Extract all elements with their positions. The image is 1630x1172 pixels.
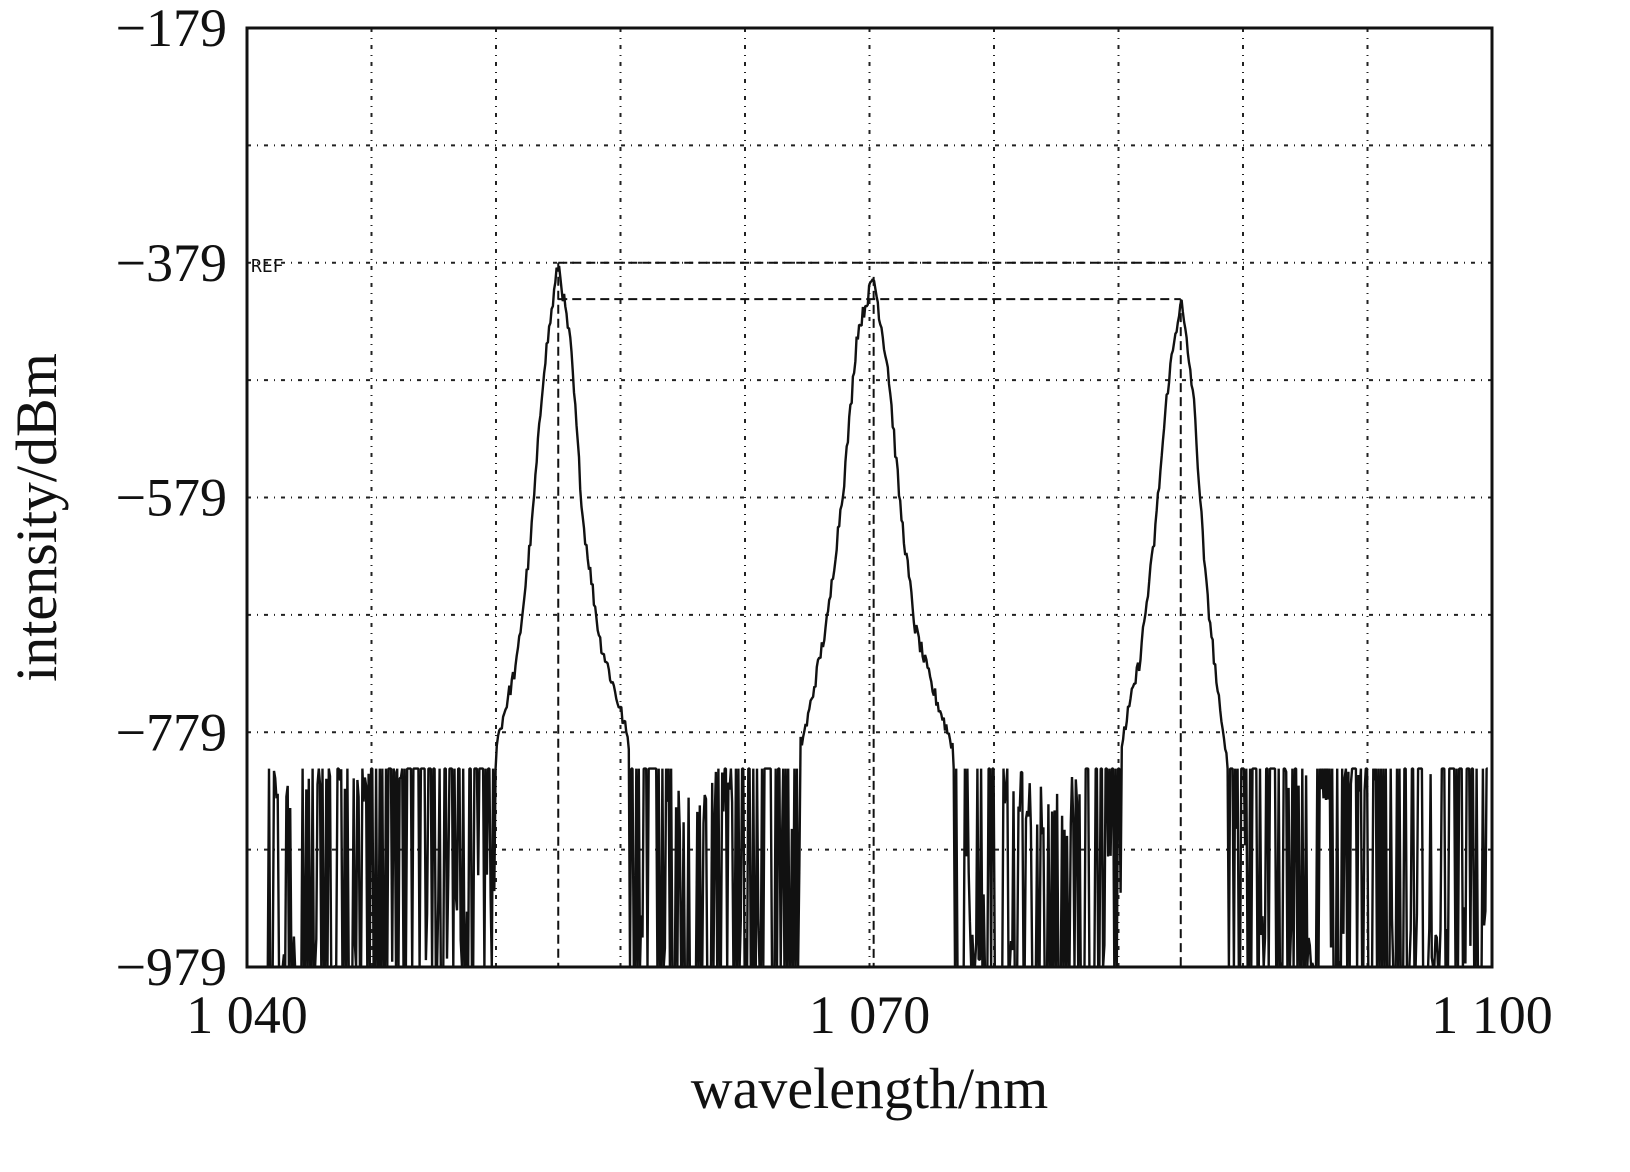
grid-lines [247,28,1492,967]
y-tick-labels: −179 −379 −579 −779 −979 [116,0,227,997]
x-tick-labels: 1 040 1 070 1 100 [186,985,1553,1045]
plot-frame [245,26,1494,969]
x-tick-label: 1 100 [1431,985,1553,1045]
y-tick-label: −179 [116,0,227,58]
spectrum-trace [266,265,1488,969]
x-tick-label: 1 040 [186,985,308,1045]
spectrum-trace-line [266,265,1488,969]
y-tick-label: −379 [116,233,227,293]
peak-markers [557,261,1182,967]
y-tick-label: −779 [116,702,227,762]
reference-level-label: REF [251,256,284,277]
y-axis-title: intensity/dBm [4,353,69,682]
y-tick-label: −979 [116,937,227,997]
y-tick-label: −579 [116,468,227,528]
x-tick-label: 1 070 [809,985,931,1045]
x-axis-title: wavelength/nm [691,1056,1049,1121]
